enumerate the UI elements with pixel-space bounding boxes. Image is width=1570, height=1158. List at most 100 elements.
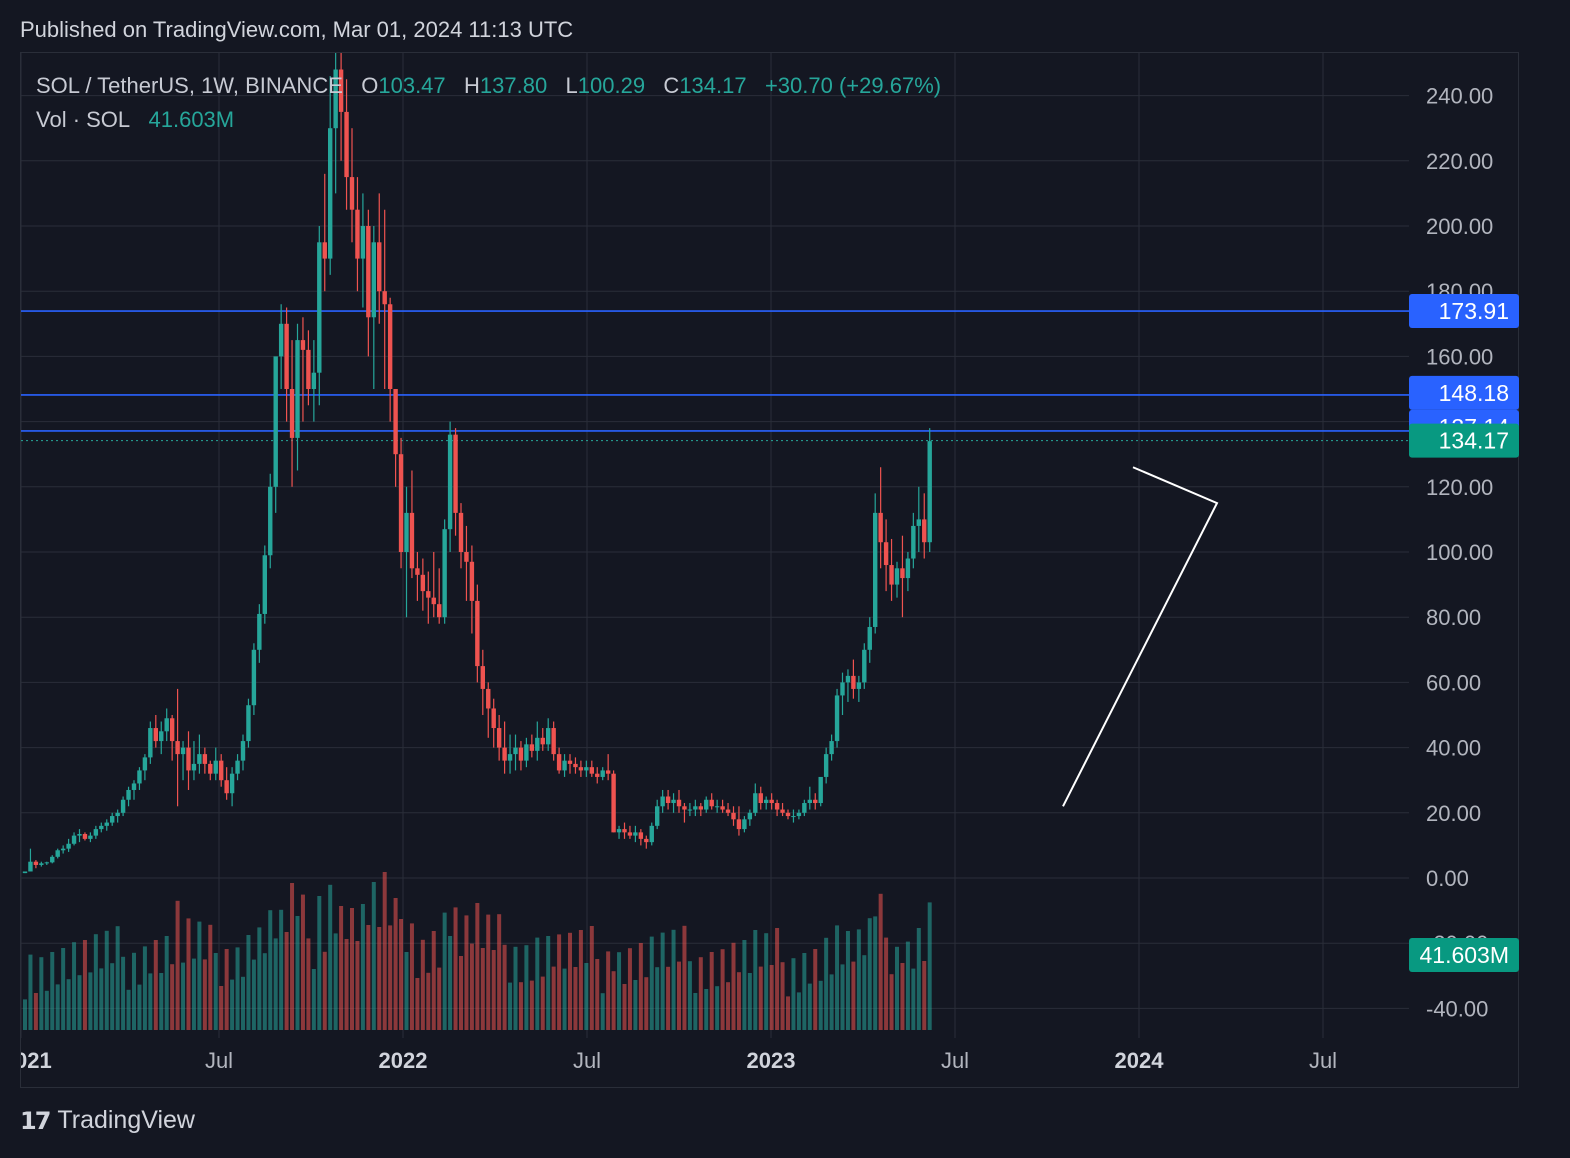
candle-body [922, 519, 927, 543]
candle-body [900, 568, 905, 579]
candle-body [93, 829, 99, 836]
volume-bar [540, 976, 545, 1030]
volume-bar [469, 943, 474, 1030]
candle-body [562, 760, 567, 771]
candle-body [333, 69, 338, 129]
candle-body [731, 812, 736, 820]
legend-open-label: O [361, 73, 379, 98]
volume-label[interactable]: Vol · SOL [36, 107, 131, 132]
volume-bar [595, 959, 600, 1030]
volume-bar [355, 941, 360, 1030]
volume-bar [600, 993, 605, 1030]
volume-bar [93, 934, 98, 1030]
candle-body [442, 529, 447, 618]
candle-body [371, 242, 376, 318]
volume-bar [415, 978, 420, 1030]
y-axis-tick-label: 20.00 [1426, 801, 1481, 826]
price-label-box [1409, 938, 1519, 972]
price-label-box [1409, 294, 1519, 329]
candle-body [818, 776, 823, 804]
volume-bar [39, 957, 44, 1030]
volume-bar [687, 961, 692, 1030]
volume-bar [371, 882, 376, 1030]
volume-bar [535, 937, 540, 1030]
candle-body [175, 741, 180, 755]
volume-bar [622, 984, 627, 1030]
volume-bar [257, 927, 262, 1030]
candle-body [398, 454, 404, 552]
volume-bar [829, 974, 834, 1030]
chart-area[interactable]: 240.00 220.00 200.00 180.00 160.00 120.00 100.… [20, 52, 1519, 1088]
candle-body [747, 812, 753, 820]
candle-body [257, 613, 262, 650]
volume-bar [633, 980, 638, 1030]
volume-legend: Vol · SOL 41.603M [36, 107, 234, 133]
tradingview-brand: TradingView [57, 1106, 195, 1134]
candle-body [44, 862, 49, 864]
candle-body [486, 688, 491, 709]
volume-bar [802, 953, 807, 1030]
volume-bar [518, 982, 523, 1030]
volume-bar [273, 938, 278, 1030]
volume-bar [409, 923, 414, 1030]
candle-body [328, 128, 333, 259]
volume-bar [796, 992, 801, 1030]
candle-body [840, 682, 845, 696]
candle-body [856, 682, 862, 689]
volume-bar [235, 947, 240, 1030]
volume-bar [306, 938, 311, 1030]
y-axis-tick-label: -40.00 [1426, 996, 1488, 1021]
candle-body [655, 806, 660, 826]
candle-body [911, 525, 916, 559]
volume-bar [284, 932, 289, 1030]
candle-body [431, 597, 436, 605]
candle-body [894, 568, 900, 585]
y-axis-tick-label: 100.00 [1426, 540, 1493, 565]
volume-bar [55, 984, 60, 1030]
candle-body [475, 600, 480, 667]
candlestick-chart[interactable]: 240.00220.00200.00180.00160.00120.00100.… [21, 53, 1520, 1089]
volume-bar [262, 953, 267, 1030]
candle-body [77, 833, 82, 836]
volume-bar [295, 916, 300, 1030]
candle-body [153, 728, 158, 742]
candle-body [764, 799, 769, 804]
candle-body [573, 763, 578, 768]
candle-body [393, 389, 398, 455]
price-label-text: 41.603M [1419, 942, 1509, 968]
volume-bar [431, 931, 436, 1030]
candle-body [540, 737, 545, 745]
candle-body [873, 512, 878, 627]
volume-bar [251, 959, 256, 1030]
candle-body [796, 812, 802, 817]
candle-body [202, 754, 208, 764]
legend-symbol[interactable]: SOL / TetherUS, 1W, BINANCE [36, 73, 343, 98]
volume-bar [268, 910, 273, 1030]
volume-bar [655, 967, 660, 1030]
candle-body [720, 806, 725, 810]
legend-close-value: 134.17 [679, 73, 747, 98]
candle-body [829, 741, 834, 755]
candle-body [387, 304, 393, 389]
volume-bar [350, 908, 354, 1030]
y-axis-tick-label: 220.00 [1426, 149, 1493, 174]
candle-body [551, 728, 556, 755]
candle-body [502, 747, 507, 761]
candle-body [360, 226, 366, 259]
candle-body [317, 242, 322, 373]
volume-bar [230, 979, 235, 1030]
candle-body [546, 728, 551, 745]
y-axis-tick-label: 0.00 [1426, 866, 1469, 891]
legend-open-value: 103.47 [378, 73, 446, 98]
candle-body [589, 767, 594, 774]
candle-body [447, 434, 453, 530]
volume-bar [459, 956, 463, 1030]
candle-body [60, 848, 66, 851]
candle-body [905, 558, 911, 579]
candle-body [622, 829, 627, 833]
candle-body [529, 744, 535, 751]
tradingview-logo[interactable]: 17 TradingView [20, 1106, 195, 1135]
candle-body [633, 832, 638, 836]
published-caption: Published on TradingView.com, Mar 01, 20… [20, 17, 574, 42]
volume-bar [132, 952, 136, 1030]
